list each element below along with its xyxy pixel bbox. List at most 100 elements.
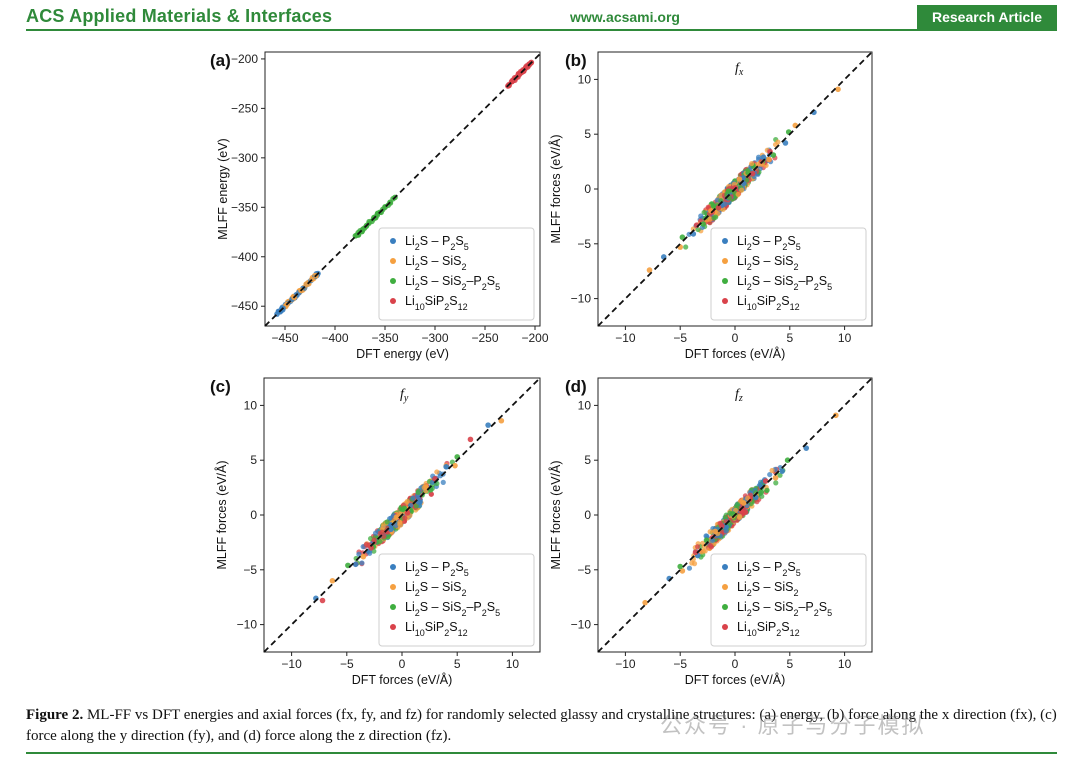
y-tick-label: −400 xyxy=(231,250,258,264)
cloud-point xyxy=(380,524,386,530)
data-point-Li2S-P2S5 xyxy=(443,463,449,470)
y-tick-label: 0 xyxy=(250,508,257,522)
cloud-point xyxy=(381,533,387,540)
data-point-Li2S-SiS2 xyxy=(360,553,367,560)
legend-entry: Li2S – P2S5 xyxy=(405,234,469,252)
figure-2: −450 −400 −350 −300 −250 −200 −450 −400 −350 −300… xyxy=(210,51,873,687)
cloud-point xyxy=(359,560,365,566)
panel-label: (b) xyxy=(565,51,587,70)
cloud-point xyxy=(440,479,446,485)
legend-box xyxy=(710,553,867,647)
cloud-point xyxy=(745,495,751,501)
cloud-point xyxy=(397,521,403,527)
x-tick-label: −250 xyxy=(471,331,498,345)
x-tick-label: 0 xyxy=(732,657,739,671)
legend-entry: Li2S – P2S5 xyxy=(737,234,801,252)
cloud-point xyxy=(735,191,741,197)
y-tick-label: −10 xyxy=(571,618,592,632)
y-tick-label: 5 xyxy=(250,453,257,467)
legend-marker xyxy=(390,564,396,570)
plot-frame xyxy=(264,51,541,327)
x-tick-label: −400 xyxy=(321,331,348,345)
legend-marker xyxy=(390,604,396,610)
cloud-point xyxy=(404,498,410,505)
y-tick-label: −300 xyxy=(231,151,258,165)
y-tick-label: 0 xyxy=(584,508,591,522)
cloud-point xyxy=(769,467,775,474)
caption-label: Figure 2. xyxy=(26,707,84,723)
data-point-Li2S-SiS2-P2S5 xyxy=(784,457,791,464)
x-axis-label: DFT forces (eV/Å) xyxy=(352,672,452,687)
cloud-point xyxy=(755,154,762,160)
legend-marker xyxy=(722,298,728,304)
panel-label: (d) xyxy=(565,377,587,396)
y-axis-label: MLFF forces (eV/Å) xyxy=(548,460,563,569)
data-point-Li2S-P2S5 xyxy=(779,468,785,474)
cloud-point xyxy=(723,528,729,534)
legend-entry: Li2S – SiS2 xyxy=(737,580,798,598)
data-point-Li2S-SiS2 xyxy=(740,500,747,506)
x-tick-label: 0 xyxy=(399,657,406,671)
cloud-point xyxy=(410,495,416,501)
legend-entry: Li2S – SiS2–P2S5 xyxy=(737,274,832,292)
data-point-Li10SiP2S12 xyxy=(715,204,722,211)
x-tick-label: 10 xyxy=(838,331,852,345)
cloud-point xyxy=(402,515,408,521)
data-point-Li2S-P2S5 xyxy=(803,445,810,451)
data-point-Li2S-SiS2 xyxy=(772,474,779,481)
x-tick-label: −5 xyxy=(673,331,687,345)
y-tick-label: −5 xyxy=(243,563,257,577)
legend-entry: Li2S – SiS2–P2S5 xyxy=(405,274,500,292)
cloud-point xyxy=(434,469,440,475)
reference-line xyxy=(597,377,873,653)
legend-marker xyxy=(390,624,396,630)
data-point-Li2S-SiS2-P2S5 xyxy=(758,489,765,495)
legend-entry: Li2S – SiS2 xyxy=(405,580,466,598)
cloud-point xyxy=(379,529,385,535)
x-tick-label: −10 xyxy=(615,331,636,345)
legend-entry: Li2S – P2S5 xyxy=(405,560,469,578)
data-point-Li2S-SiS2-P2S5 xyxy=(725,188,732,194)
cloud-point xyxy=(777,472,783,478)
x-tick-label: 10 xyxy=(838,657,852,671)
legend-marker xyxy=(722,584,728,590)
cloud-point xyxy=(686,565,693,571)
panel-a: −450 −400 −350 −300 −250 −200 −450 −400 −350 −300… xyxy=(210,51,549,361)
x-tick-label: −200 xyxy=(521,331,548,345)
caption-text: ML-FF vs DFT energies and axial forces (… xyxy=(26,707,1057,744)
figure-caption: Figure 2. ML-FF vs DFT energies and axia… xyxy=(26,705,1061,747)
cloud-point xyxy=(775,139,781,145)
journal-url[interactable]: www.acsami.org xyxy=(570,9,680,25)
legend-entry: Li10SiP2S12 xyxy=(405,294,468,312)
panel-c: −10 −5 0 5 10 −10 −5 0 5 10 DFT forces (eV/Å) MLFF … xyxy=(210,377,541,687)
x-tick-label: −300 xyxy=(421,331,448,345)
legend-box xyxy=(710,227,867,321)
panel-label: (c) xyxy=(210,377,231,396)
y-axis-label: MLFF energy (eV) xyxy=(216,138,230,239)
y-tick-label: −5 xyxy=(577,563,591,577)
y-tick-label: −5 xyxy=(577,237,591,251)
data-point-Li2S-P2S5 xyxy=(388,526,394,533)
y-tick-label: 0 xyxy=(584,182,591,196)
legend-entry: Li2S – SiS2 xyxy=(405,254,466,272)
data-point-Li2S-P2S5 xyxy=(352,561,359,568)
cloud-point xyxy=(695,544,701,550)
panel-title: fz xyxy=(735,387,743,404)
y-tick-label: −250 xyxy=(231,101,258,115)
legend-entry: Li2S – SiS2 xyxy=(737,254,798,272)
cloud-point xyxy=(690,226,696,232)
data-point-Li2S-SiS2 xyxy=(835,86,841,93)
cloud-point xyxy=(683,244,689,250)
cloud-point xyxy=(759,493,765,499)
data-point-Li2S-SiS2-P2S5 xyxy=(679,234,686,241)
cloud-point xyxy=(372,530,379,536)
legend-marker xyxy=(722,238,728,244)
data-point-Li2S-SiS2-P2S5 xyxy=(700,221,707,227)
legend-marker xyxy=(722,604,728,610)
legend-entry: Li10SiP2S12 xyxy=(737,620,800,638)
cloud-point xyxy=(384,519,390,525)
y-tick-label: 10 xyxy=(578,72,592,86)
point-cloud xyxy=(353,459,455,567)
legend-entry: Li2S – SiS2–P2S5 xyxy=(737,600,832,618)
cloud-point xyxy=(739,187,745,193)
